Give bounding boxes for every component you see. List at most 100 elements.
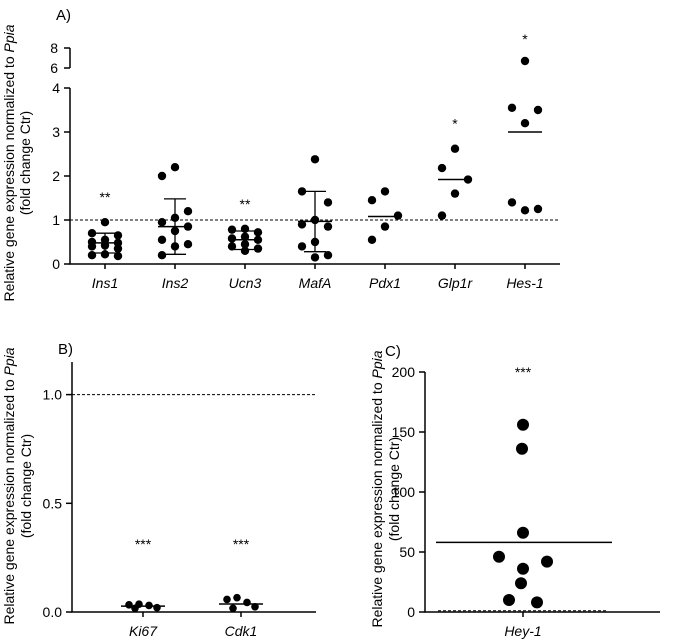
- panel-a-data-point: [297, 187, 307, 196]
- panel-a-data-point: [227, 234, 237, 243]
- panel-a: A) Relative gene expression normalized t…: [1, 7, 560, 302]
- panel-a-ytick-label: 8: [50, 40, 58, 56]
- panel-b-data-point: [233, 593, 241, 602]
- panel-a-data-point: [520, 56, 530, 66]
- panel-a-data-point: [157, 235, 167, 244]
- panel-a-ylabel-line2: (fold change Ctr): [17, 111, 33, 215]
- panel-a-data-point: [507, 103, 517, 113]
- panel-b-ytick-label: 0.5: [43, 495, 63, 511]
- panel-a-category-label: Ins2: [162, 275, 189, 291]
- panel-a-data-point: [323, 251, 333, 260]
- panel-a-significance: **: [100, 189, 111, 205]
- panel-a-data-point: [520, 206, 530, 215]
- panel-c-ytick-label: 150: [392, 424, 416, 440]
- panel-a-data-point: [310, 155, 320, 164]
- panel-a-data-point: [227, 225, 237, 234]
- panel-c-ytick-label: 200: [392, 364, 416, 380]
- panel-c: C) Relative gene expression normalized t…: [369, 343, 660, 639]
- panel-a-category-label: Pdx1: [369, 275, 401, 291]
- panel-b-ytick-label: 0.0: [43, 604, 63, 620]
- panel-a-data-point: [450, 189, 460, 198]
- panel-c-ylabel-line1: Relative gene expression normalized to P…: [369, 350, 385, 627]
- panel-c-ytick-label: 0: [407, 604, 415, 620]
- panel-a-category-label: Ucn3: [229, 275, 262, 291]
- panel-a-data-point: [367, 196, 377, 205]
- panel-a-data-point: [183, 207, 193, 216]
- panel-a-data-point: [157, 218, 167, 227]
- panel-b-label: B): [58, 341, 73, 358]
- panel-b-category-label: Ki67: [129, 623, 158, 639]
- panel-a-category-label: Hes-1: [506, 275, 543, 291]
- panel-b-ylabel-line1: Relative gene expression normalized to P…: [1, 347, 17, 624]
- panel-a-ytick-label: 3: [52, 124, 60, 140]
- panel-c-ytick-label: 50: [399, 544, 415, 560]
- panel-a-data-point: [520, 119, 530, 128]
- panel-c-data-point: [503, 594, 515, 606]
- panel-b-data-point: [251, 602, 259, 611]
- panel-a-significance: *: [452, 116, 458, 132]
- panel-b-data-point: [153, 603, 161, 612]
- panel-c-data-point: [531, 596, 543, 609]
- panel-c-category-label: Hey-1: [504, 623, 541, 639]
- panel-c-data-point: [541, 555, 553, 568]
- panel-a-ytick-label: 2: [52, 168, 60, 184]
- panel-a-data-point: [113, 231, 123, 240]
- panel-a-data-point: [113, 251, 123, 261]
- panel-b-ytick-label: 1.0: [43, 387, 63, 403]
- panel-a-data-point: [323, 198, 333, 207]
- panel-a-data-point: [253, 244, 263, 253]
- panel-a-label: A): [56, 7, 71, 24]
- panel-a-data-point: [297, 220, 307, 229]
- panel-a-ytick-label: 1: [52, 212, 60, 228]
- panel-b-data-point: [243, 598, 251, 607]
- panel-c-data-point: [493, 550, 505, 563]
- panel-a-data-point: [393, 211, 403, 220]
- panel-a-data-point: [227, 242, 237, 251]
- panel-b: B) Relative gene expression normalized t…: [1, 341, 316, 639]
- panel-a-significance: *: [522, 31, 528, 47]
- panel-c-data-point: [515, 577, 527, 590]
- panel-c-significance: ***: [515, 364, 532, 380]
- panel-a-data-point: [533, 105, 543, 115]
- panel-c-data-point: [516, 442, 528, 455]
- panel-c-ylabel-line2: (fold change Ctr): [386, 437, 402, 541]
- panel-a-ytick-label: 6: [50, 60, 58, 76]
- panel-a-data-point: [323, 222, 333, 231]
- panel-b-axes: [71, 362, 316, 613]
- panel-a-category-label: MafA: [299, 275, 332, 291]
- panel-b-ylabel-line2: (fold change Ctr): [18, 434, 34, 538]
- panel-a-data-point: [253, 228, 263, 237]
- panel-b-significance: ***: [135, 536, 152, 552]
- panel-b-data-point: [229, 604, 237, 613]
- panel-a-ytick-label: 4: [52, 80, 60, 96]
- panel-a-data-point: [367, 235, 377, 244]
- panel-c-data-point: [517, 526, 529, 539]
- panel-a-data-point: [113, 244, 123, 253]
- panel-a-category-label: Glp1r: [438, 275, 474, 291]
- panel-a-data-point: [297, 242, 307, 251]
- panel-a-significance: **: [240, 196, 251, 212]
- panel-a-data-point: [380, 187, 390, 196]
- panel-a-category-label: Ins1: [92, 275, 118, 291]
- panel-a-data-point: [437, 163, 447, 173]
- panel-a-data-point: [157, 171, 167, 181]
- panel-a-data-point: [157, 251, 167, 260]
- panel-a-data-point: [533, 204, 543, 214]
- panel-a-ylabel-line1: Relative gene expression normalized to P…: [1, 24, 17, 301]
- panel-c-axes: [424, 372, 660, 613]
- panel-a-ytick-label: 0: [52, 256, 60, 272]
- panel-a-data-point: [87, 229, 97, 238]
- panel-b-significance: ***: [233, 536, 250, 552]
- panel-a-data-point: [100, 218, 110, 227]
- panel-c-data-point: [517, 418, 529, 431]
- panel-a-data-point: [310, 253, 320, 262]
- panel-a-data-point: [100, 250, 110, 259]
- panel-a-data-point: [87, 242, 97, 251]
- panel-a-data-point: [170, 163, 180, 172]
- panel-a-data-point: [87, 251, 97, 260]
- panel-b-data-point: [223, 595, 231, 604]
- panel-a-data-point: [183, 240, 193, 249]
- panel-c-ytick-label: 100: [392, 484, 416, 500]
- panel-a-data-point: [450, 144, 460, 153]
